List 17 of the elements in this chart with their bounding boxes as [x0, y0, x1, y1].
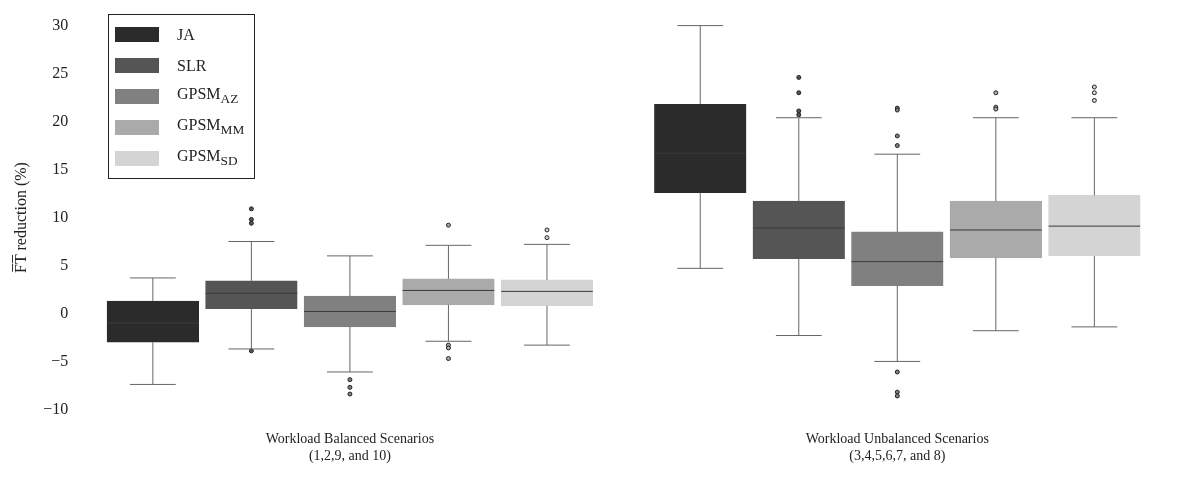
y-tick-label: 30: [52, 15, 69, 33]
legend-label: GPSM$_{AZ}$: [177, 85, 239, 108]
legend-label: JA: [177, 25, 195, 44]
y-tick-label: 20: [52, 111, 69, 129]
y-tick-label: 0: [60, 303, 69, 321]
legend-label: GPSM$_{SD}$: [177, 147, 238, 170]
legend-label: GPSM$_{MM}$: [177, 116, 245, 139]
legend-label: SLR: [177, 56, 207, 75]
y-axis-title: F̅T̅ reduction (%): [11, 162, 30, 273]
y-tick-label: 5: [60, 255, 69, 273]
y-tick-label: 15: [52, 159, 69, 177]
y-tick-label: −5: [51, 351, 69, 369]
x-tick-label: Workload Unbalanced Scenarios (3,4,5,6,7, and 8): [805, 431, 989, 465]
y-tick-label: 10: [52, 207, 69, 225]
y-tick-label: −10: [43, 399, 69, 417]
x-tick-label: Workload Balanced Scenarios (1,2,9, and 10): [265, 431, 435, 465]
y-tick-label: 25: [52, 63, 69, 81]
